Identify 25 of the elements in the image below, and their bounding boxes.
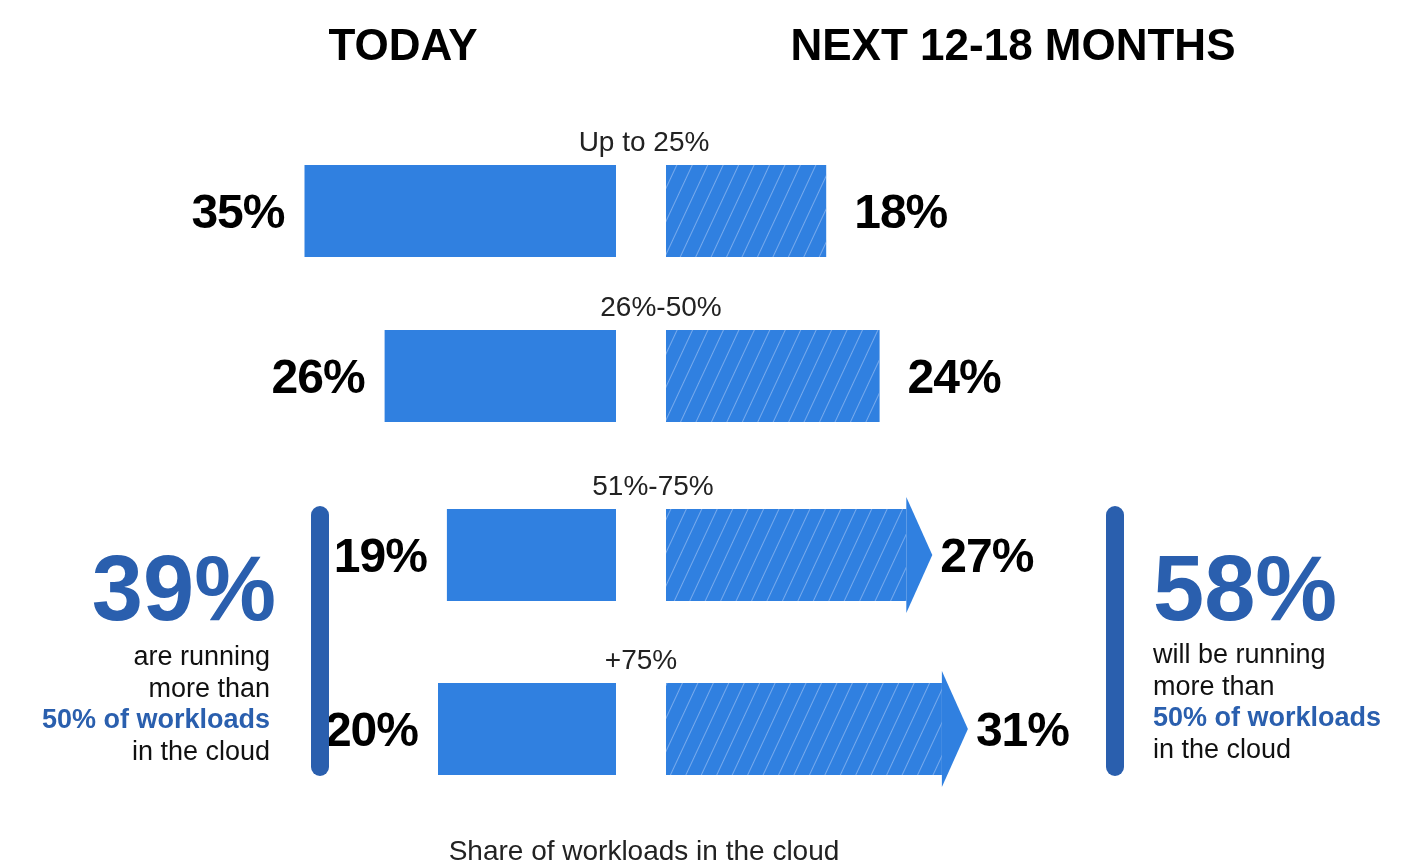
y-tick-label: +75%: [604, 644, 678, 675]
text: more than: [148, 672, 270, 703]
text: 50% of workloads: [1153, 702, 1382, 732]
x-axis-title: Share of workloads in the cloud: [448, 835, 840, 866]
chart-title: NEXT 12-18 MONTHS: [790, 20, 1236, 69]
text: 50% of workloads: [41, 704, 270, 734]
data-label: 27%: [940, 529, 1034, 582]
y-tick-label: 26%-50%: [600, 291, 722, 322]
data-label: 35%: [191, 185, 285, 238]
text: more than: [1153, 670, 1275, 701]
y-tick-label: Up to 25%: [578, 126, 710, 157]
data-label: 31%: [975, 703, 1070, 756]
text: will be running: [1152, 639, 1326, 669]
text: are running: [133, 641, 270, 671]
text: in the cloud: [131, 735, 270, 766]
data-label: 20%: [324, 703, 419, 756]
chart-title: TODAY: [328, 20, 478, 69]
data-label: 26%: [271, 350, 365, 403]
data-label: 18%: [854, 185, 948, 238]
data-label: 24%: [907, 350, 1001, 403]
text: 39%: [91, 537, 276, 639]
text: in the cloud: [1153, 733, 1292, 764]
y-tick-label: 51%-75%: [592, 470, 714, 501]
data-label: 19%: [333, 529, 428, 582]
text: 58%: [1153, 537, 1338, 639]
